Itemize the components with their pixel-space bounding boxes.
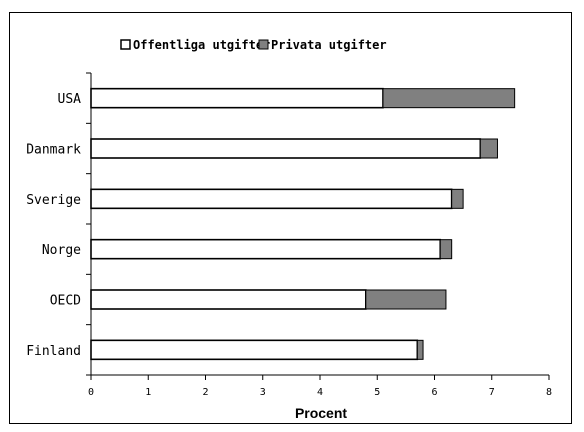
category-label: Sverige xyxy=(26,193,81,208)
category-label: USA xyxy=(58,92,82,107)
bar-offentliga xyxy=(90,138,482,159)
x-tick-label: 8 xyxy=(546,387,552,398)
x-tick-label: 1 xyxy=(145,387,151,398)
bar-privata xyxy=(365,289,447,310)
category-label: OECD xyxy=(50,294,81,309)
bar-privata xyxy=(439,239,453,260)
category-label: Finland xyxy=(26,344,81,359)
category-label: Norge xyxy=(42,243,81,258)
bar-privata xyxy=(479,138,498,159)
legend-swatch-offentliga xyxy=(120,39,131,50)
x-tick-label: 4 xyxy=(317,387,323,398)
x-tick-label: 7 xyxy=(489,387,495,398)
bar-privata xyxy=(382,88,516,109)
legend-label-offentliga: Offentliga utgifter xyxy=(133,38,270,52)
legend: Offentliga utgifter Privata utgifter xyxy=(120,38,387,52)
bar-offentliga xyxy=(90,238,442,260)
x-tick-label: 6 xyxy=(431,387,437,398)
x-axis-label: Procent xyxy=(295,405,347,421)
plot-area: 0 1 2 3 4 5 6 7 8 USA Danmark Sverige Norge OECD Finla… xyxy=(26,72,552,398)
bar-offentliga xyxy=(90,87,384,109)
x-tick-label: 3 xyxy=(260,387,266,398)
legend-swatch-privata xyxy=(258,39,269,50)
x-tick-label: 5 xyxy=(374,387,380,398)
bar-offentliga xyxy=(90,289,367,310)
bar-offentliga xyxy=(90,339,419,361)
legend-label-privata: Privata utgifter xyxy=(271,38,387,52)
x-tick-label: 2 xyxy=(202,387,208,398)
bar-privata xyxy=(451,188,464,209)
category-label: Danmark xyxy=(26,143,81,158)
bar-privata xyxy=(416,339,424,360)
x-tick-label: 0 xyxy=(88,387,94,398)
bar-offentliga xyxy=(90,188,453,210)
